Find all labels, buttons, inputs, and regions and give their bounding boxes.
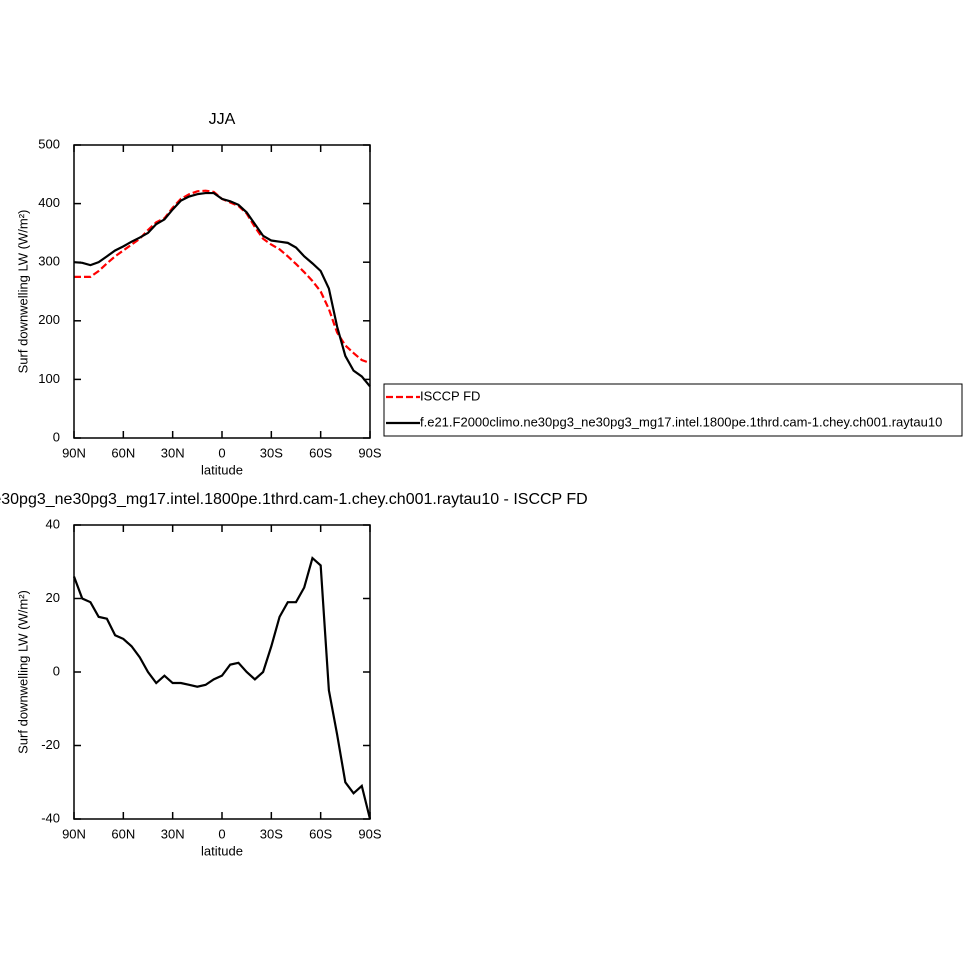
y-tick-label: 0 <box>53 429 60 444</box>
x-tick-label: 60S <box>309 445 332 460</box>
legend-label: f.e21.F2000climo.ne30pg3_ne30pg3_mg17.in… <box>420 414 942 429</box>
y-tick-label: 40 <box>46 516 60 531</box>
x-tick-label: 90N <box>62 445 86 460</box>
x-tick-label: 30N <box>161 445 185 460</box>
data-line <box>73 191 371 388</box>
x-tick-label: 0 <box>218 826 225 841</box>
y-tick-label: 500 <box>38 136 60 151</box>
y-axis-label: Surf downwelling LW (W/m²) <box>15 590 30 754</box>
x-tick-label: 30S <box>260 826 283 841</box>
x-tick-label: 0 <box>218 445 225 460</box>
x-tick-label: 90S <box>358 445 381 460</box>
y-axis-label: Surf downwelling LW (W/m²) <box>15 210 30 374</box>
y-tick-label: -40 <box>41 810 60 825</box>
x-tick-label: 30S <box>260 445 283 460</box>
x-tick-label: 90N <box>62 826 86 841</box>
x-axis-label: latitude <box>201 843 243 858</box>
x-tick-label: 60N <box>111 826 135 841</box>
x-tick-label: 90S <box>358 826 381 841</box>
x-tick-label: 60N <box>111 445 135 460</box>
plot-frame <box>73 524 371 820</box>
data-line <box>74 189 371 365</box>
legend-label: ISCCP FD <box>420 388 480 403</box>
plot-frame <box>73 144 371 439</box>
y-tick-label: 100 <box>38 371 60 386</box>
x-tick-label: 60S <box>309 826 332 841</box>
y-tick-label: 300 <box>38 254 60 269</box>
y-tick-label: -20 <box>41 737 60 752</box>
y-tick-label: 20 <box>46 590 60 605</box>
chart-title: JJA <box>209 111 236 128</box>
y-tick-label: 0 <box>53 663 60 678</box>
y-tick-label: 400 <box>38 195 60 210</box>
legend-box <box>383 383 963 437</box>
chart-title: f.e21.F2000climo.ne30pg3_ne30pg3_mg17.in… <box>0 491 588 508</box>
y-tick-label: 200 <box>38 312 60 327</box>
x-axis-label: latitude <box>201 462 243 477</box>
x-tick-label: 30N <box>161 826 185 841</box>
data-line <box>72 556 372 820</box>
